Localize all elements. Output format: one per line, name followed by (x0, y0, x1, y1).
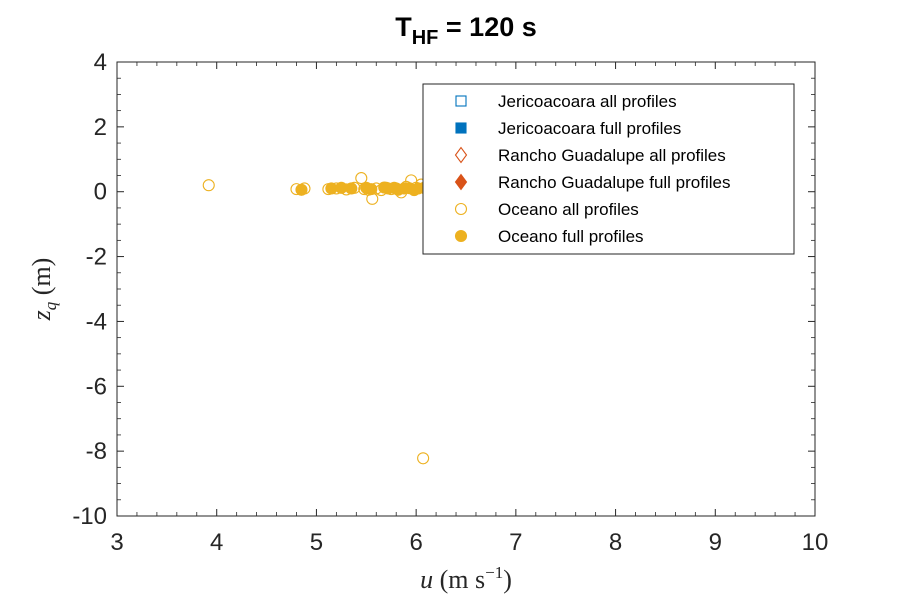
data-point-filled (295, 183, 308, 196)
data-point-filled (325, 182, 338, 195)
legend-marker (454, 202, 468, 216)
x-tick-label: 5 (310, 529, 323, 556)
data-point-open (417, 452, 430, 465)
legend-marker (454, 173, 468, 191)
x-axis-label: u (m s−1) (420, 563, 512, 594)
x-tick-label: 4 (210, 529, 223, 556)
x-tick-label: 8 (609, 529, 622, 556)
y-tick-label: -8 (86, 438, 107, 465)
legend-marker (455, 95, 467, 107)
legend-label-oceano-all: Oceano all profiles (498, 200, 639, 219)
legend-label-jericoacoara-all: Jericoacoara all profiles (498, 92, 677, 111)
legend-markers (454, 95, 468, 243)
data-point-open (202, 179, 215, 192)
legend-label-oceano-full: Oceano full profiles (498, 227, 644, 246)
tick-labels-layer: 3 4 5 6 7 8 9 10 4 2 0 -2 -4 -6 -8 -10 (72, 49, 828, 556)
legend-label-rancho-all: Rancho Guadalupe all profiles (498, 146, 726, 165)
legend-box (422, 83, 795, 255)
y-tick-label: 2 (94, 114, 107, 141)
data-point-filled (365, 183, 378, 196)
y-axis-label: zq (m) (27, 258, 60, 322)
legend-label-rancho-full: Rancho Guadalupe full profiles (498, 173, 730, 192)
x-tick-label: 3 (110, 529, 123, 556)
y-tick-label: 0 (94, 179, 107, 206)
x-tick-label: 9 (709, 529, 722, 556)
legend-marker (455, 122, 467, 134)
legend-marker (454, 146, 468, 164)
chart-title: THF = 120 s (395, 12, 537, 49)
y-tick-label: -6 (86, 373, 107, 400)
x-tick-label: 7 (509, 529, 522, 556)
legend: Jericoacoara all profiles Jericoacoara f… (422, 83, 795, 255)
y-tick-label: -4 (86, 308, 107, 335)
y-tick-label: 4 (94, 49, 107, 76)
y-tick-label: -10 (72, 503, 107, 530)
y-tick-label: -2 (86, 244, 107, 271)
x-tick-label: 10 (802, 529, 829, 556)
legend-marker (454, 229, 468, 243)
data-point-filled (335, 181, 348, 194)
ticks-layer (116, 61, 816, 517)
legend-label-jericoacoara-full: Jericoacoara full profiles (498, 119, 681, 138)
x-tick-label: 6 (409, 529, 422, 556)
data-point-filled (345, 182, 358, 195)
data-point-open (355, 172, 368, 185)
